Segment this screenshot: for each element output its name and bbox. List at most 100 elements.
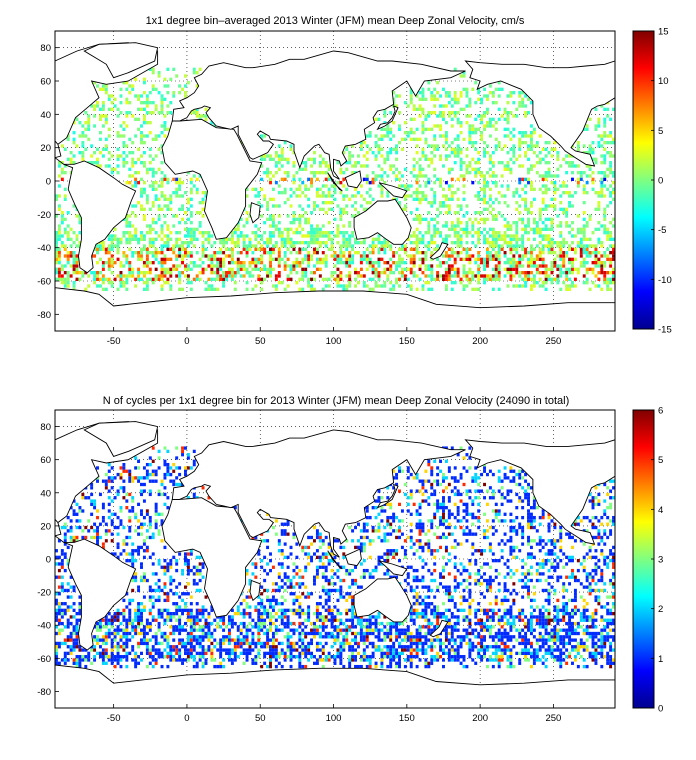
data-cell (550, 174, 554, 178)
data-cell (330, 244, 334, 248)
data-cell (521, 277, 525, 281)
data-cell (412, 635, 416, 639)
data-cell (72, 254, 76, 258)
data-cell (324, 641, 328, 646)
data-cell (157, 655, 161, 659)
data-cell (603, 277, 607, 281)
data-cell (336, 241, 340, 245)
data-cell (98, 107, 102, 111)
data-cell (559, 257, 563, 261)
data-cell (195, 187, 199, 191)
data-cell (286, 237, 290, 241)
data-cell (269, 628, 272, 632)
data-cell (57, 641, 61, 646)
data-cell (137, 97, 141, 101)
data-cell (148, 267, 152, 271)
data-cell (418, 214, 422, 218)
data-cell (257, 274, 261, 278)
data-cell (480, 171, 484, 175)
data-cell (529, 124, 533, 128)
data-cell (110, 281, 114, 285)
data-cell (541, 284, 545, 288)
data-cell (263, 651, 267, 656)
data-cell (336, 655, 340, 659)
data-cell (468, 631, 472, 636)
data-cell (321, 625, 325, 629)
data-cell (377, 164, 381, 168)
data-cell (503, 274, 507, 278)
data-cell (400, 174, 404, 178)
data-cell (181, 254, 185, 258)
data-cell (418, 641, 422, 646)
data-cell (321, 658, 325, 662)
data-cell (289, 645, 293, 649)
data-cell (125, 97, 129, 101)
data-cell (140, 251, 143, 255)
data-cell (488, 277, 492, 281)
data-cell (354, 631, 357, 636)
data-cell (75, 645, 79, 649)
data-cell (207, 625, 211, 629)
data-cell (81, 154, 85, 158)
data-cell (245, 635, 249, 639)
data-cell (433, 277, 437, 281)
data-cell (380, 655, 384, 659)
data-cell (532, 221, 536, 225)
data-cell (280, 154, 284, 158)
data-cell (409, 234, 413, 238)
data-cell (471, 227, 475, 231)
data-cell (169, 237, 173, 241)
data-cell (189, 234, 193, 238)
data-cell (210, 257, 214, 261)
data-cell (98, 87, 102, 91)
data-cell (315, 231, 319, 235)
data-cell (612, 217, 615, 221)
data-cell (444, 194, 448, 198)
data-cell (154, 137, 158, 141)
data-cell (84, 121, 88, 125)
data-cell (568, 641, 572, 646)
data-cell (559, 271, 563, 275)
data-cell (450, 658, 454, 662)
data-cell (140, 277, 143, 281)
data-cell (430, 91, 434, 95)
data-cell (585, 625, 589, 629)
data-cell (565, 254, 569, 258)
data-cell (101, 661, 105, 665)
data-cell (222, 271, 226, 275)
data-cell (134, 237, 138, 241)
data-cell (154, 658, 158, 662)
data-cell (518, 154, 522, 158)
colorbar-tick-label: -15 (658, 325, 672, 336)
data-cell (204, 114, 208, 118)
data-cell (412, 174, 416, 178)
data-cell (142, 264, 146, 268)
data-cell (436, 247, 440, 251)
data-cell (365, 631, 369, 636)
data-cell (597, 264, 601, 268)
data-cell (453, 111, 457, 115)
data-cell (524, 151, 528, 155)
data-cell (172, 94, 176, 98)
data-cell (283, 157, 287, 161)
data-cell (160, 101, 164, 105)
data-cell (573, 658, 577, 662)
data-cell (145, 194, 149, 198)
data-cell (591, 655, 595, 659)
data-cell (532, 151, 536, 155)
data-cell (330, 631, 334, 636)
data-cell (310, 171, 314, 175)
data-cell (336, 631, 340, 636)
data-cell (400, 247, 404, 251)
data-cell (269, 181, 272, 185)
data-cell (345, 638, 349, 642)
data-cell (529, 181, 533, 185)
data-cell (424, 217, 428, 221)
data-cell (497, 645, 501, 649)
data-cell (257, 651, 261, 656)
data-cell (509, 224, 513, 228)
data-cell (201, 648, 205, 652)
data-cell (321, 645, 325, 649)
data-cell (280, 628, 284, 632)
data-cell (509, 91, 513, 95)
